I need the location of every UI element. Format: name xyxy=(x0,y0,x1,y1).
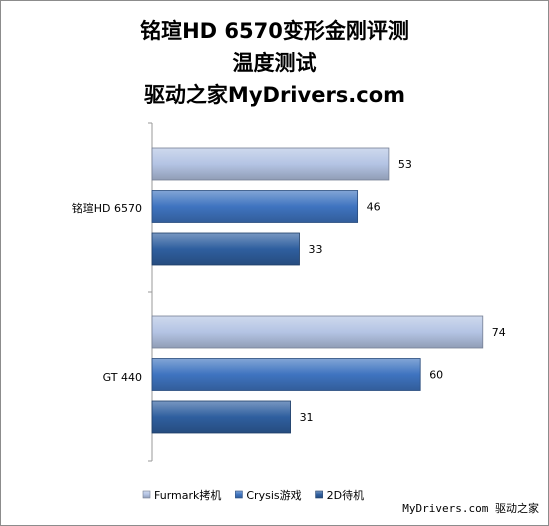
bar xyxy=(151,315,484,349)
category-label: GT 440 xyxy=(103,371,142,384)
value-label: 46 xyxy=(367,201,381,214)
bar xyxy=(151,358,421,391)
bar xyxy=(151,190,359,223)
value-label: 74 xyxy=(492,326,506,339)
legend-swatch xyxy=(235,490,243,499)
value-label: 53 xyxy=(398,158,412,171)
legend-swatch xyxy=(142,490,151,499)
value-label: 33 xyxy=(309,243,323,256)
legend-swatch xyxy=(315,490,323,499)
value-label: 31 xyxy=(300,411,314,424)
legend-entry: 2D待机 xyxy=(327,488,364,502)
category-label: 铭瑄HD 6570 xyxy=(72,201,142,215)
chart-title-line-1: 铭瑄HD 6570变形金刚评测 xyxy=(140,19,409,43)
legend-entry: Crysis游戏 xyxy=(246,489,301,502)
bar xyxy=(151,147,390,181)
watermark: MyDrivers.com 驱动之家 xyxy=(402,502,539,515)
bar xyxy=(151,400,291,434)
bar xyxy=(151,232,300,266)
chart-title-line-3: 驱动之家MyDrivers.com xyxy=(143,83,406,107)
value-label: 60 xyxy=(429,369,443,382)
legend-entry: Furmark拷机 xyxy=(154,488,221,502)
chart-title-line-2: 温度测试 xyxy=(232,51,317,75)
